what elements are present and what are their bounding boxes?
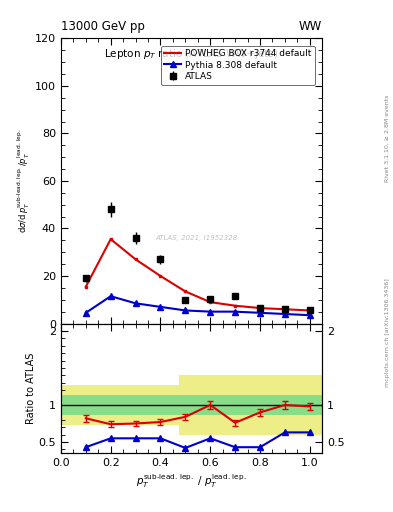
Pythia 8.308 default [208,309,213,315]
Line: Pythia 8.308 default: Pythia 8.308 default [82,293,313,318]
Bar [61,385,179,425]
Pythia 8.308 default [108,293,113,300]
Text: ATLAS, 2021, I1952328: ATLAS, 2021, I1952328 [156,235,238,241]
Y-axis label: Ratio to ATLAS: Ratio to ATLAS [26,353,36,424]
POWHEG BOX r3744 default [258,305,263,311]
Text: 13000 GeV pp: 13000 GeV pp [61,20,145,33]
POWHEG BOX r3744 default [133,257,138,263]
Pythia 8.308 default [258,310,263,316]
Pythia 8.308 default [158,304,163,310]
POWHEG BOX r3744 default [183,288,188,294]
Pythia 8.308 default [283,311,287,317]
POWHEG BOX r3744 default [108,236,113,242]
Legend: POWHEG BOX r3744 default, Pythia 8.308 default, ATLAS: POWHEG BOX r3744 default, Pythia 8.308 d… [161,46,315,84]
Line: POWHEG BOX r3744 default: POWHEG BOX r3744 default [86,239,310,310]
Text: Lepton $p_T$ ratio (ATLAS WW+jets): Lepton $p_T$ ratio (ATLAS WW+jets) [105,47,279,61]
POWHEG BOX r3744 default [83,284,88,290]
Bar [179,375,322,435]
Pythia 8.308 default [183,307,188,313]
POWHEG BOX r3744 default [283,306,287,312]
X-axis label: $p_T^{\mathrm{sub\text{-}lead.\,lep.}}$ / $p_T^{\mathrm{lead.\,lep.}}$: $p_T^{\mathrm{sub\text{-}lead.\,lep.}}$ … [136,472,247,490]
Text: Rivet 3.1.10, ≥ 2.8M events: Rivet 3.1.10, ≥ 2.8M events [385,95,389,182]
Pythia 8.308 default [233,309,237,315]
POWHEG BOX r3744 default [307,307,312,313]
Text: mcplots.cern.ch [arXiv:1306.3436]: mcplots.cern.ch [arXiv:1306.3436] [385,279,389,387]
POWHEG BOX r3744 default [208,299,213,305]
Pythia 8.308 default [83,310,88,316]
Pythia 8.308 default [307,312,312,318]
POWHEG BOX r3744 default [233,303,237,309]
Bar [61,395,322,415]
Pythia 8.308 default [133,300,138,306]
Y-axis label: $\mathrm{d}\sigma/\mathrm{d}\,p_T^{\mathrm{sub\text{-}lead.\,lep.}}/p_T^{\mathrm: $\mathrm{d}\sigma/\mathrm{d}\,p_T^{\math… [16,129,32,233]
POWHEG BOX r3744 default [158,273,163,279]
Text: WW: WW [299,20,322,33]
